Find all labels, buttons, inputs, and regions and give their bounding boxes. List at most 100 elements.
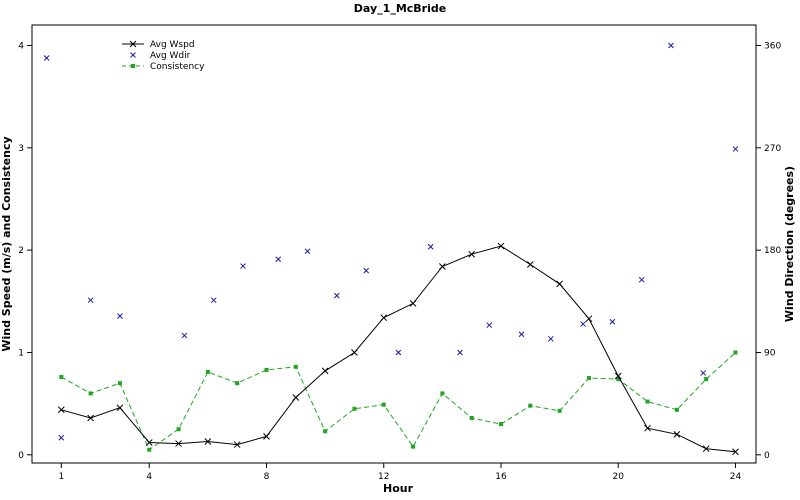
x-tick-label-5: 20 (613, 472, 625, 482)
avg-wdir-point-6 (240, 263, 246, 269)
avg-wspd-point-8 (292, 394, 300, 401)
consistency-point-22 (704, 377, 709, 382)
x-tick-label-4: 16 (495, 472, 507, 482)
consistency-point-7 (264, 367, 269, 372)
avg-wdir-point-17-stroke-b (580, 321, 586, 327)
x-tick-label-1: 4 (146, 472, 152, 482)
avg-wspd-point-17-stroke-b (556, 280, 563, 288)
avg-wdir-point-9 (333, 292, 340, 299)
avg-wdir-point-14 (486, 322, 493, 329)
legend-label-avg-wspd: Avg Wspd (150, 40, 195, 50)
y-axis-left: 0 1 2 3 4 (18, 41, 32, 461)
x-tick-label-0: 1 (58, 472, 64, 482)
avg-wspd-point-19-stroke-b (614, 372, 622, 380)
avg-wspd-point-22 (702, 445, 710, 453)
series-consistency-line (61, 352, 736, 451)
x-axis-label: Hour (383, 482, 414, 495)
consistency-point-12 (411, 444, 416, 449)
avg-wdir-point-12 (427, 243, 434, 250)
avg-wspd-point-10 (351, 349, 358, 356)
legend-marker-avg-wspd-stroke-b (129, 40, 137, 48)
avg-wspd-point-18-stroke-b (585, 315, 593, 323)
avg-wspd-point-6-stroke-b (233, 441, 241, 448)
plot-frame (31, 24, 757, 464)
avg-wspd-point-7 (263, 433, 270, 440)
avg-wspd-point-16-stroke-b (526, 261, 534, 268)
avg-wdir-point-15 (518, 331, 525, 338)
y-axis-right: 0 90 180 270 360 (756, 41, 781, 461)
avg-wspd-point-5-stroke-b (204, 438, 212, 445)
avg-wdir-point-7-stroke-b (275, 256, 282, 263)
avg-wdir-point-2 (87, 297, 94, 304)
y-left-tick-label-1: 1 (18, 348, 24, 358)
legend: Avg Wspd Avg Wdir Consistency (120, 35, 205, 72)
avg-wspd-point-21-stroke-b (673, 430, 681, 438)
consistency-point-19 (616, 377, 621, 382)
avg-wspd-point-7-stroke-b (263, 433, 270, 440)
avg-wdir-point-22-stroke-b (732, 146, 739, 152)
avg-wspd-point-1 (87, 414, 94, 422)
consistency-point-23 (733, 350, 738, 355)
consistency-point-21 (674, 407, 679, 412)
series-avg-wspd-line (61, 245, 736, 453)
y-axis-right-label: Wind Direction (degrees) (783, 166, 796, 322)
avg-wdir-point-18-stroke-b (609, 318, 616, 325)
avg-wspd-point-14 (468, 250, 476, 258)
avg-wdir-point-8 (304, 248, 311, 255)
avg-wdir-point-20-stroke-b (668, 42, 674, 49)
avg-wdir-point-7 (275, 256, 282, 263)
y-right-tick-label-0: 0 (764, 451, 770, 461)
avg-wdir-point-5-stroke-b (210, 297, 217, 304)
avg-wspd-point-2-stroke-b (116, 404, 124, 412)
avg-wspd-point-20 (644, 424, 651, 432)
consistency-point-11 (381, 402, 386, 407)
avg-wspd-point-4 (175, 440, 182, 447)
avg-wdir-point-0 (43, 55, 50, 61)
avg-wspd-point-12 (409, 300, 417, 307)
consistency-point-8 (293, 364, 298, 369)
avg-wspd-point-9 (321, 367, 329, 375)
avg-wspd-point-4-stroke-b (175, 440, 182, 447)
avg-wspd-point-13 (439, 263, 446, 270)
avg-wspd-point-10-stroke-b (351, 349, 358, 356)
consistency-point-14 (469, 415, 474, 420)
avg-wdir-point-19 (638, 276, 645, 283)
y-right-tick-label-1: 90 (764, 348, 776, 358)
avg-wspd-point-1-stroke-b (87, 414, 94, 422)
avg-wdir-point-0-stroke-b (43, 55, 50, 61)
avg-wdir-point-3-stroke-b (117, 313, 123, 319)
avg-wdir-point-20 (668, 42, 674, 49)
legend-label-consistency: Consistency (150, 62, 205, 72)
avg-wspd-point-15-stroke-b (497, 242, 505, 250)
y-right-tick-label-3: 270 (764, 144, 781, 154)
avg-wspd-point-6 (233, 441, 241, 448)
consistency-point-9 (323, 429, 328, 434)
avg-wspd-point-15 (497, 242, 505, 250)
consistency-point-18 (586, 376, 591, 381)
avg-wspd-point-17 (556, 280, 563, 288)
avg-wdir-point-11 (395, 349, 402, 356)
consistency-point-13 (440, 391, 445, 396)
avg-wspd-point-13-stroke-b (439, 263, 446, 270)
avg-wdir-point-16 (547, 335, 554, 342)
consistency-point-0 (59, 375, 64, 380)
x-tick-label-2: 8 (264, 472, 270, 482)
consistency-point-15 (498, 422, 503, 427)
legend-marker-avg-wspd (129, 40, 137, 48)
avg-wspd-point-11-stroke-b (380, 314, 388, 322)
avg-wspd-point-0-stroke-b (57, 406, 65, 414)
avg-wspd-point-22-stroke-b (702, 445, 710, 453)
y-left-tick-label-0: 0 (18, 451, 24, 461)
avg-wdir-point-8-stroke-b (304, 248, 311, 255)
avg-wspd-point-3-stroke-b (145, 439, 153, 446)
consistency-point-1 (88, 391, 93, 396)
avg-wspd-point-8-stroke-b (292, 394, 300, 401)
avg-wspd-point-23 (732, 448, 739, 456)
avg-wdir-point-11-stroke-b (395, 349, 402, 356)
avg-wdir-point-14-stroke-b (486, 322, 493, 329)
avg-wdir-point-1-stroke-b (58, 434, 65, 441)
avg-wdir-point-1 (58, 434, 65, 441)
avg-wdir-point-19-stroke-b (638, 276, 645, 283)
consistency-point-4 (176, 427, 181, 432)
